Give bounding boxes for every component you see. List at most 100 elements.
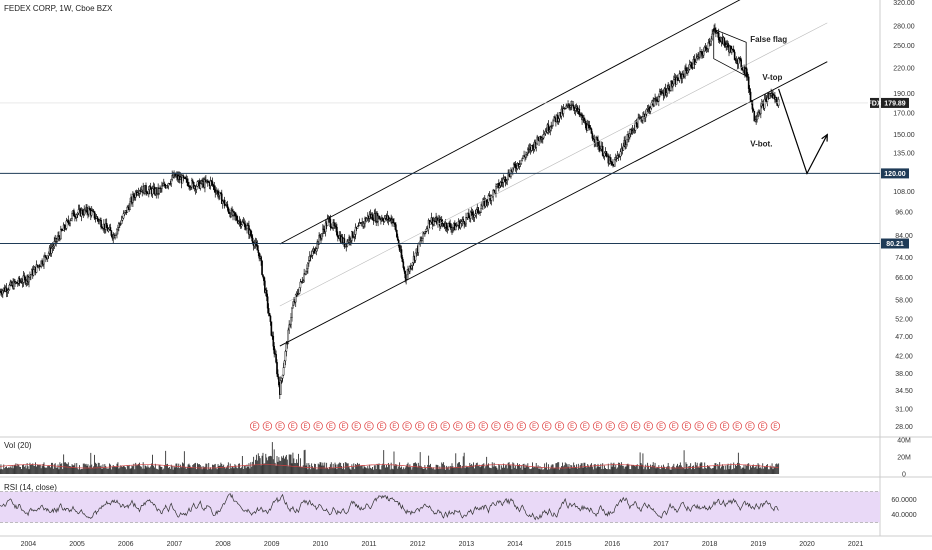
candle-body (270, 321, 273, 336)
earnings-marker (643, 421, 654, 431)
candle-body (246, 224, 248, 229)
candle-body (129, 201, 131, 210)
candle-body (240, 224, 243, 227)
candle-body (751, 101, 754, 110)
candle-body (535, 143, 538, 148)
earnings-marker (554, 421, 565, 431)
rsi-pane[interactable]: RSI (14, close) 60.0000 40.0000 (0, 483, 917, 523)
candle-body (96, 216, 99, 220)
candle-body (122, 213, 125, 219)
earnings-marker (427, 421, 438, 431)
candle-body (93, 211, 96, 219)
candle-body (294, 294, 297, 303)
x-tick-label: 2004 (21, 541, 37, 548)
price-axis[interactable]: 320.00 280.00 250.00 220.00 190.00 170.00 150.… (868, 0, 915, 431)
earnings-marker-label: E (684, 424, 688, 430)
candle-body (61, 230, 64, 232)
candle-body (711, 33, 713, 40)
candle-body (357, 225, 360, 227)
time-axis[interactable]: 2004 2005 2006 2007 2008 2009 2010 2011 2012 2013… (21, 541, 864, 548)
earnings-marker-label: E (253, 424, 257, 430)
candle-body (777, 99, 780, 106)
earnings-marker (732, 421, 742, 431)
volume-pane[interactable]: Vol (20) 40M 20M 0 (0, 438, 911, 479)
y-tick-label: 190.00 (893, 91, 915, 98)
earnings-marker-label: E (545, 424, 549, 430)
candle-body (333, 222, 335, 227)
candle-body (253, 243, 256, 247)
candle-body (645, 109, 648, 115)
candle-body (120, 219, 123, 224)
candle-body (485, 199, 488, 203)
earnings-marker-label: E (761, 424, 765, 430)
x-tick-label: 2020 (799, 541, 815, 548)
candle-body (90, 210, 93, 216)
candle-body (396, 236, 399, 241)
candle-body (307, 262, 309, 269)
candle-body (319, 235, 321, 238)
candle-body (506, 178, 509, 182)
candle-body (89, 208, 91, 211)
candle-body (381, 218, 384, 221)
candle-body (442, 223, 445, 227)
candle-body (105, 222, 108, 228)
candle-body (420, 240, 422, 242)
earnings-marker (275, 421, 285, 431)
candle-body (298, 287, 301, 294)
earnings-marker-label: E (532, 424, 536, 430)
candle-body (400, 249, 403, 258)
y-tick-label: 150.00 (893, 132, 915, 139)
candle-body (60, 229, 62, 240)
candle-body (753, 110, 756, 122)
candle-body (211, 181, 214, 185)
earnings-marker (770, 421, 781, 431)
y-tick-label: 47.00 (895, 334, 913, 341)
candle-body (496, 184, 498, 187)
candle-body (251, 237, 254, 243)
price-pane[interactable]: False flag V-top V-bot. (0, 0, 880, 399)
symbol-tag (870, 97, 879, 108)
candle-body (191, 180, 193, 188)
candle-body (482, 201, 484, 207)
candle-body (76, 212, 79, 215)
y-tick-label: 31.00 (895, 406, 913, 413)
symbol-label: FDX (868, 100, 882, 107)
candle-body (588, 125, 591, 128)
y-tick-label: 38.00 (895, 371, 913, 378)
candle-body (411, 262, 414, 266)
candle-body (86, 206, 88, 213)
candle-body (73, 210, 75, 217)
candle-body (0, 291, 2, 294)
candle-body (343, 238, 346, 247)
projection-arrow-head (821, 133, 828, 142)
candle-body (264, 280, 266, 293)
candle-body (462, 219, 465, 222)
candle-body (749, 91, 752, 101)
candle-body (107, 229, 110, 232)
candle-body (45, 255, 47, 258)
candle-body (116, 229, 118, 235)
candle-body (321, 233, 323, 239)
x-tick-label: 2006 (118, 541, 134, 548)
candle-body (121, 217, 124, 221)
earnings-marker (681, 421, 692, 431)
candle-body (733, 51, 736, 60)
candle-body (56, 238, 58, 242)
candle-body (629, 133, 631, 138)
candle-body (163, 183, 166, 186)
candle-body (429, 221, 432, 225)
earnings-marker (351, 421, 361, 431)
earnings-marker (326, 421, 336, 431)
candle-body (723, 37, 726, 43)
candle-body (235, 216, 238, 221)
earnings-marker-label: E (329, 424, 333, 430)
earnings-marker (719, 421, 730, 431)
x-tick-label: 2019 (751, 541, 767, 548)
candle-body (668, 85, 670, 91)
y-tick-label: 96.00 (895, 210, 913, 217)
candle-body (471, 211, 474, 216)
candle-body (701, 51, 703, 55)
candle-body (67, 219, 70, 223)
candle-body (619, 151, 622, 157)
